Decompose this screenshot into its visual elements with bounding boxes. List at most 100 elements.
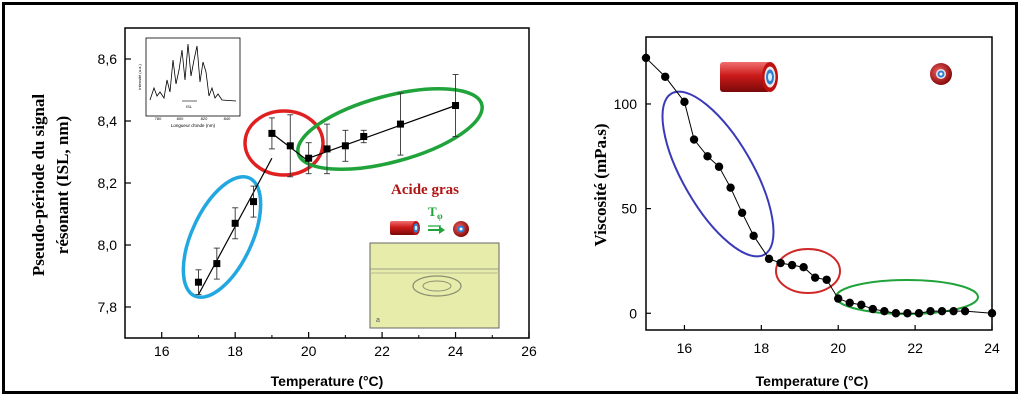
right-data-point — [960, 306, 970, 316]
left-xtick-label: 24 — [448, 343, 464, 359]
left-xtick-label: 20 — [301, 343, 317, 359]
right-data-point — [661, 72, 670, 81]
phase-ellipse-red — [243, 109, 325, 177]
left-data-point — [341, 142, 349, 150]
left-xtick-label: 16 — [154, 343, 170, 359]
right-chart: 16 18 20 22 24 0 50 100 Temperature (°C) Viscos… — [591, 36, 1000, 389]
left-data-point — [250, 198, 258, 206]
right-xtick-label: 22 — [907, 340, 923, 356]
left-axis-ticks: 16 18 20 22 24 26 7,8 8,0 8,2 8,4 8,6 — [98, 51, 537, 359]
left-data-point — [286, 142, 294, 150]
inset-spectrum-line — [149, 43, 237, 102]
inset-xtick-3: 840 — [224, 116, 231, 121]
legend-t-symbol: T — [428, 204, 437, 219]
left-fit-line — [308, 104, 456, 159]
phase-ellipse-blue-right — [661, 90, 775, 258]
inset-ylabel: Intensité (u.a.) — [137, 64, 142, 90]
micelle-icon — [453, 221, 469, 237]
inset-xlabel: Longueur d'onde (nm) — [171, 123, 216, 128]
left-ytick-label: 8,0 — [98, 237, 118, 253]
right-data-point — [787, 260, 797, 270]
right-data-point — [726, 183, 735, 192]
right-data-point — [891, 309, 901, 318]
right-cylinder-icon — [720, 62, 778, 92]
right-data-point — [680, 97, 689, 107]
right-micelle-icon — [930, 63, 952, 85]
phase-ellipse-blue — [181, 174, 263, 300]
right-ytick-label: 100 — [614, 96, 638, 112]
right-data-point — [937, 306, 947, 316]
left-data-point — [396, 120, 404, 128]
right-xtick-label: 18 — [754, 340, 770, 356]
right-data-point — [776, 258, 785, 268]
left-xlabel: Temperature (°C) — [271, 373, 384, 389]
right-xlabel: Temperature (°C) — [756, 373, 869, 389]
left-data-point — [323, 145, 331, 153]
right-xtick-label: 20 — [830, 340, 846, 356]
micrograph-label: a — [376, 317, 380, 324]
left-xtick-label: 18 — [227, 343, 243, 359]
micrograph-frame — [369, 242, 500, 329]
right-data-point — [903, 309, 912, 318]
inset-xtick-2: 820 — [201, 116, 208, 121]
micrograph-ring-inner — [422, 280, 452, 292]
inset-frame — [145, 37, 241, 117]
right-data-point — [926, 306, 935, 316]
right-plot-area — [645, 36, 993, 331]
right-axis-ticks: 16 18 20 22 24 0 50 100 — [614, 96, 1000, 356]
left-ylabel-line1: Pseudo-période du signal — [29, 94, 48, 277]
right-data-point — [987, 309, 997, 318]
right-data-point — [641, 53, 651, 63]
left-data-point — [231, 219, 239, 227]
right-xtick-label: 24 — [984, 340, 1000, 356]
right-data-point — [880, 306, 889, 316]
right-data-point — [703, 152, 712, 161]
left-ytick-label: 8,6 — [98, 51, 118, 67]
left-data-point — [213, 260, 221, 268]
arrow-right-icon — [428, 225, 445, 234]
right-ytick-label: 50 — [621, 201, 637, 217]
right-data-point — [689, 135, 699, 144]
right-data-point — [834, 294, 843, 303]
right-phase-ellipses — [661, 90, 979, 315]
left-data-series — [194, 74, 460, 296]
right-data-point — [764, 254, 774, 264]
right-data-point — [857, 300, 866, 310]
right-data-point — [822, 275, 831, 284]
right-data-series — [641, 53, 997, 318]
right-ytick-label: 0 — [629, 305, 637, 321]
right-data-point — [749, 231, 758, 241]
right-data-point — [714, 162, 724, 171]
left-phase-ellipses — [181, 86, 484, 300]
left-ylabel-line2: résonant (ISL, nm) — [53, 116, 72, 254]
right-data-point — [845, 298, 854, 307]
cylinder-icon — [390, 221, 420, 235]
right-data-point — [949, 306, 958, 316]
left-data-point — [194, 278, 202, 286]
right-data-point — [868, 304, 878, 314]
micrograph-inset: a — [369, 242, 500, 329]
legend-acide-gras: Acide gras T φ — [390, 182, 469, 237]
spectrum-inset: ISL 780 800 820 840 Longueur d'onde (nm)… — [137, 37, 241, 128]
left-xtick-label: 26 — [521, 343, 537, 359]
right-data-point — [914, 309, 924, 318]
right-xtick-label: 16 — [677, 340, 693, 356]
left-data-point — [452, 102, 460, 109]
phase-ellipse-red-right — [775, 248, 841, 294]
left-data-point — [305, 154, 313, 162]
left-ytick-label: 8,4 — [98, 113, 118, 129]
inset-xtick-0: 780 — [155, 116, 162, 121]
left-data-point — [268, 129, 276, 137]
left-data-point — [360, 133, 368, 140]
micrograph-ring-outer — [412, 275, 462, 297]
legend-acide-gras-label: Acide gras — [391, 182, 459, 198]
right-data-point — [810, 273, 820, 282]
right-series-line — [645, 57, 993, 314]
left-ytick-label: 8,2 — [98, 175, 118, 191]
right-data-point — [737, 208, 747, 217]
right-ylabel: Viscosité (mPa.s) — [591, 123, 610, 246]
left-xtick-label: 22 — [374, 343, 390, 359]
right-data-point — [799, 263, 808, 272]
inset-xtick-1: 800 — [177, 116, 184, 121]
